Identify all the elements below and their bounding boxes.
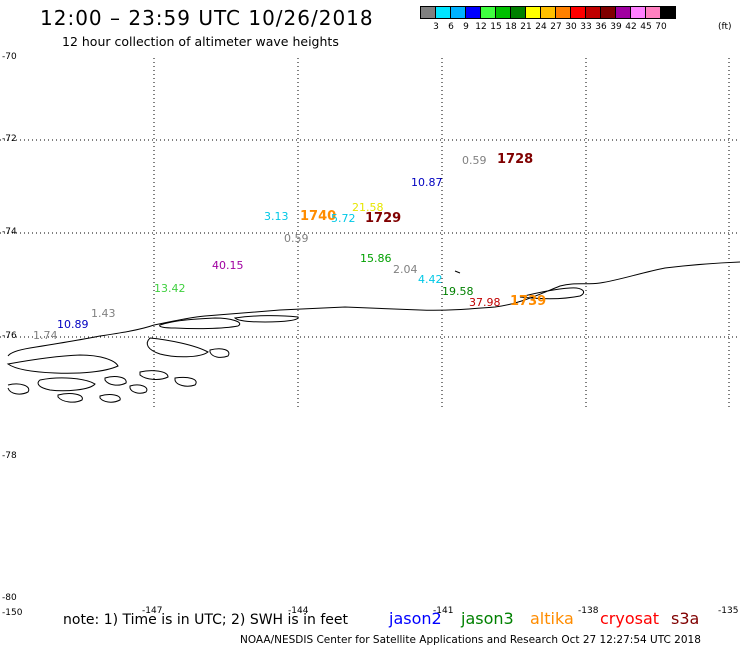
colorbar-tick-label: 12 (475, 22, 487, 32)
legend-cryosat: cryosat (600, 609, 660, 628)
colorbar-tick-label: 24 (535, 22, 547, 32)
lat-label: -72 (2, 134, 17, 144)
lon-label: -141 (433, 606, 454, 616)
lat-label: -76 (2, 331, 17, 341)
credits-footer: NOAA/NESDIS Center for Satellite Applica… (240, 634, 701, 646)
legend-s3a: s3a (671, 609, 700, 628)
colorbar-tick-label: 9 (463, 22, 469, 32)
colorbar-tick-label: 33 (580, 22, 592, 32)
colorbar-swatch (420, 6, 436, 19)
colorbar-swatch (450, 6, 466, 19)
colorbar-tick-label: 3 (433, 22, 439, 32)
legend-jason2: jason2 (389, 609, 442, 628)
colorbar-swatch (615, 6, 631, 19)
colorbar-swatch (435, 6, 451, 19)
wave-height-obs: 21.58 (352, 201, 384, 214)
colorbar-swatch (465, 6, 481, 19)
wave-height-obs: 40.15 (212, 259, 244, 272)
colorbar-swatch (630, 6, 646, 19)
colorbar-swatch (645, 6, 661, 19)
wave-height-obs: 19.58 (442, 285, 474, 298)
lon-label: -144 (288, 606, 309, 616)
colorbar-tick-label: 36 (595, 22, 607, 32)
wave-height-obs: 37.98 (469, 296, 501, 309)
wave-height-obs: 4.42 (418, 273, 443, 286)
colorbar-tick-label: 18 (505, 22, 517, 32)
wave-height-obs: 10.89 (57, 318, 89, 331)
legend-altika: altika (530, 609, 574, 628)
colorbar-swatch (510, 6, 526, 19)
wave-height-obs: 15.86 (360, 252, 392, 265)
colorbar-tick-label: 15 (490, 22, 502, 32)
lon-label: -138 (578, 606, 599, 616)
lat-label: -74 (2, 227, 17, 237)
map-title: 12:00 – 23:59 UTC 10/26/2018 (40, 6, 374, 30)
colorbar-tick-label: 39 (610, 22, 622, 32)
lat-label: -80 (2, 593, 17, 603)
lon-label: -147 (142, 606, 163, 616)
colorbar-swatch (480, 6, 496, 19)
lon-label: -135 (718, 606, 739, 616)
colorbar-tick-label: 70 (655, 22, 667, 32)
legend-jason3: jason3 (461, 609, 514, 628)
colorbar-swatch (600, 6, 616, 19)
wave-height-obs: 3.13 (264, 210, 289, 223)
colorbar-tick-label: 27 (550, 22, 562, 32)
wave-height-obs: 0.59 (462, 154, 487, 167)
map-subtitle: 12 hour collection of altimeter wave hei… (62, 34, 339, 49)
wave-height-obs: 13.42 (154, 282, 186, 295)
wave-height-obs: 5.72 (331, 212, 356, 225)
wave-height-obs: 2.04 (393, 263, 418, 276)
colorbar-swatch (495, 6, 511, 19)
wave-height-obs: 1.43 (91, 307, 116, 320)
lat-label: -70 (2, 52, 17, 62)
colorbar-swatch (540, 6, 556, 19)
obs-time-label: 1740 (300, 209, 337, 224)
lon-label: -150 (2, 608, 23, 618)
colorbar-tick-label: 45 (640, 22, 652, 32)
obs-time-label: 1739 (510, 294, 547, 309)
colorbar-unit: (ft) (718, 22, 732, 32)
map-grid (0, 58, 740, 408)
colorbar-swatch (525, 6, 541, 19)
obs-time-label: 1728 (497, 152, 534, 167)
footnote: note: 1) Time is in UTC; 2) SWH is in fe… (63, 612, 349, 628)
obs-time-label: 1729 (365, 211, 402, 226)
colorbar-swatch (660, 6, 676, 19)
colorbar-tick-label: 30 (565, 22, 577, 32)
wave-height-obs: 10.87 (411, 176, 443, 189)
colorbar-tick-label: 21 (520, 22, 532, 32)
colorbar-tick-label: 42 (625, 22, 637, 32)
wave-height-colorbar (420, 6, 676, 19)
wave-height-obs: 1.74 (33, 329, 58, 342)
colorbar-tick-label: 6 (448, 22, 454, 32)
wave-height-obs: 0.59 (284, 232, 309, 245)
colorbar-swatch (585, 6, 601, 19)
coastline (6, 261, 740, 403)
colorbar-swatch (570, 6, 586, 19)
colorbar-swatch (555, 6, 571, 19)
lat-label: -78 (2, 451, 17, 461)
